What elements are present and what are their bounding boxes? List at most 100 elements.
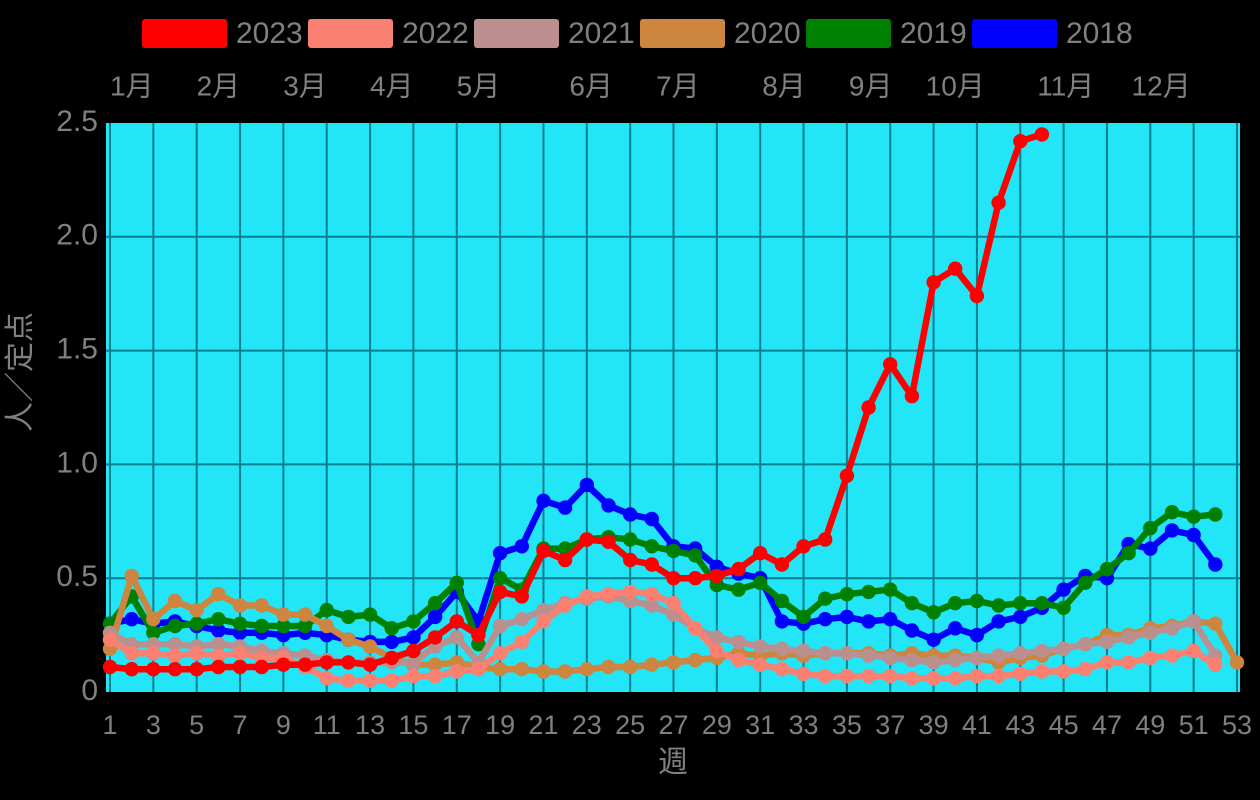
data-point [276,618,291,634]
month-label: 5月 [457,70,501,101]
x-tick-label: 5 [189,710,204,740]
data-point [124,662,139,677]
data-point [883,668,898,684]
data-point [1056,582,1071,597]
data-point [536,614,551,629]
data-point [688,621,703,636]
data-point [644,598,659,613]
data-point [232,646,248,661]
data-point [861,668,876,684]
data-point [427,668,443,684]
data-point [341,673,356,688]
data-point [796,643,811,659]
data-point [709,568,724,584]
data-point [623,584,638,600]
data-point [579,477,594,493]
data-point [926,605,941,620]
data-point [666,596,681,611]
data-point [536,664,551,679]
data-point [341,655,356,670]
data-point [839,468,855,483]
data-point [341,609,356,625]
data-point [1013,596,1028,611]
data-point [774,614,790,629]
data-point [883,357,898,372]
data-point [254,659,269,675]
data-point [926,632,941,647]
data-point [1208,557,1223,572]
data-point [1034,127,1050,142]
series-line-2018 [106,481,1219,646]
data-point [276,607,291,622]
data-point [948,652,963,668]
data-point [1164,648,1180,663]
data-point [1078,575,1093,590]
series-line-2019 [106,508,1219,648]
data-point [406,614,421,629]
data-point [189,602,204,618]
data-point [1034,664,1050,679]
legend-entry-2019: 2019 [806,18,967,48]
data-point [839,586,855,602]
x-tick-label: 25 [615,710,645,740]
legend-label-2021: 2021 [568,16,635,50]
data-point [1208,507,1223,522]
x-tick-label: 53 [1222,710,1252,740]
data-point [861,614,876,629]
series-line-2021 [106,593,1219,666]
month-label: 11月 [1037,70,1094,101]
data-point [254,598,269,613]
value-axis: 0 0.5 1.0 1.5 2.0 2.5 [56,105,98,707]
data-point [514,539,529,554]
data-point [297,618,313,634]
month-label: 4月 [370,70,414,101]
data-point [948,261,963,276]
data-point [276,657,291,672]
legend-entry-2021: 2021 [474,18,635,48]
data-point [232,659,248,675]
data-point [167,648,183,663]
data-point [601,498,616,513]
gridlines [106,123,1240,692]
data-point [774,641,790,656]
data-point [969,627,985,643]
data-point [666,655,681,670]
month-label: 8月 [762,70,806,101]
data-point [644,557,659,572]
legend-swatch-2020 [640,18,725,48]
data-point [406,643,421,659]
data-point [471,627,486,643]
data-point [991,648,1006,663]
month-label: 12月 [1132,70,1191,101]
data-point [731,652,746,668]
data-point [926,655,941,670]
data-point [688,548,703,563]
data-point [709,630,724,645]
month-axis: 1月 2月 3月 4月 5月 6月 7月 8月 9月 10月 11月 12月 [110,70,1191,101]
series-2023 [102,127,1050,677]
data-point [688,652,703,668]
data-point [427,596,443,611]
y-tick-label: 0 [81,674,98,707]
x-axis-title: 週 [658,746,688,779]
x-tick-label: 41 [962,710,992,740]
data-point [384,650,399,666]
data-point [818,532,833,547]
data-point [536,602,551,618]
data-point [839,609,855,625]
data-point [102,632,118,647]
x-tick-label: 39 [919,710,949,740]
data-point [926,275,941,290]
x-tick-label: 37 [875,710,905,740]
data-point [449,630,464,645]
data-point [427,630,443,645]
legend-swatch-2018 [972,18,1057,48]
data-point [948,621,963,636]
legend-label-2018: 2018 [1066,16,1133,50]
data-point [644,657,659,672]
x-tick-label: 49 [1135,710,1165,740]
data-point [883,612,898,627]
data-point [1013,666,1028,681]
month-label: 6月 [569,70,613,101]
data-point [492,646,508,661]
